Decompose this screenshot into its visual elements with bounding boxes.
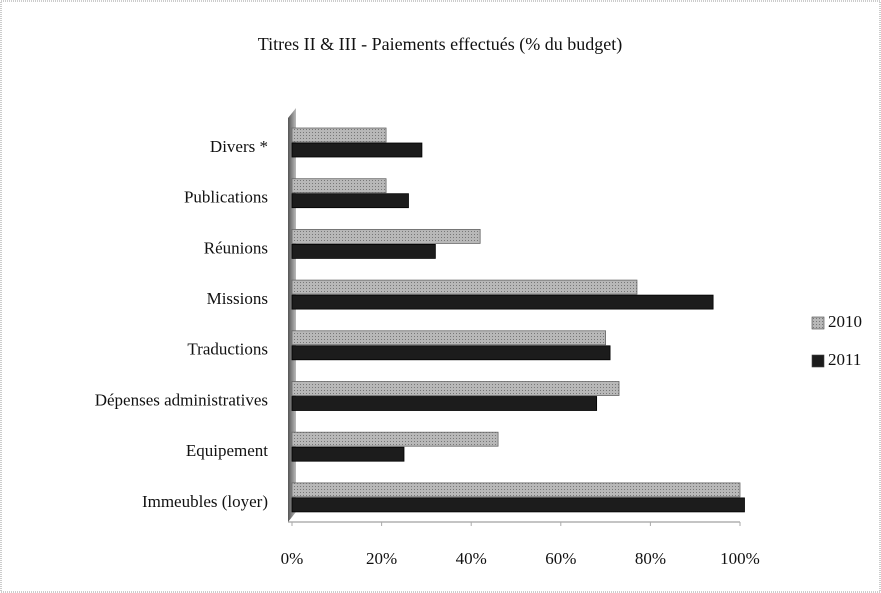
bar (291, 228, 481, 244)
chart-title: Titres II & III - Paiements effectués (%… (258, 34, 622, 55)
bar (291, 497, 745, 513)
bar (291, 345, 611, 361)
x-tick-label: 80% (635, 549, 666, 568)
category-label: Equipement (186, 441, 268, 460)
x-tick-label: 60% (545, 549, 576, 568)
bar (291, 482, 741, 498)
bar (291, 294, 714, 310)
bar (291, 431, 499, 447)
bar (291, 142, 423, 158)
category-label: Traductions (187, 340, 268, 359)
x-tick-label: 20% (366, 549, 397, 568)
legend-swatch (811, 354, 825, 368)
bar (291, 193, 409, 209)
bar (291, 330, 607, 346)
legend-label: 2010 (828, 312, 862, 331)
category-label: Divers * (210, 137, 268, 156)
bar (291, 396, 598, 411)
bar (291, 279, 638, 295)
category-label: Missions (207, 289, 268, 308)
legend-swatch (811, 316, 825, 330)
category-label: Publications (184, 188, 268, 207)
x-tick-label: 100% (720, 549, 760, 568)
x-tick-label: 40% (456, 549, 487, 568)
bar (291, 446, 405, 462)
bar (291, 127, 387, 143)
x-tick-label: 0% (281, 549, 304, 568)
bar (291, 381, 620, 396)
bar (291, 243, 436, 259)
axis-wall (288, 108, 296, 522)
category-label: Réunions (204, 238, 268, 257)
bar (291, 178, 387, 194)
category-label: Dépenses administratives (95, 390, 268, 409)
legend-label: 2011 (828, 350, 861, 369)
category-label: Immeubles (loyer) (142, 492, 268, 511)
